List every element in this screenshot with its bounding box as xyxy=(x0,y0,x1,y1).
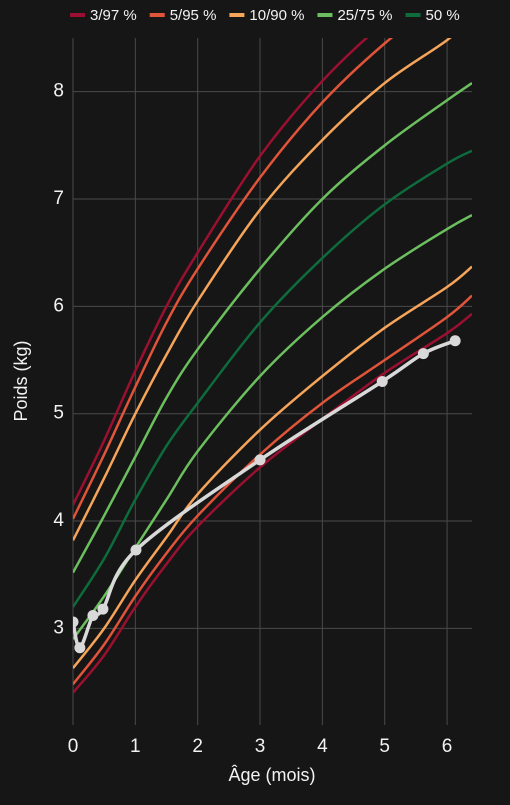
y-tick-label: 5 xyxy=(53,403,64,424)
percentile-curve xyxy=(73,82,472,574)
x-tick-label: 5 xyxy=(379,736,390,757)
legend-swatch xyxy=(317,13,333,17)
measurement-point xyxy=(87,610,99,622)
y-tick-label: 7 xyxy=(53,188,64,209)
percentile-curve xyxy=(73,312,472,694)
measurement-point xyxy=(376,376,388,387)
measurement-point xyxy=(417,348,429,360)
measurement-point xyxy=(73,616,79,628)
measurement-point xyxy=(130,544,142,556)
legend-label: 10/90 % xyxy=(249,7,304,24)
legend-swatch xyxy=(149,13,165,17)
measurement-point xyxy=(449,335,461,347)
x-tick-label: 4 xyxy=(317,736,328,757)
measurement-point xyxy=(97,603,109,615)
x-axis-label: Âge (mois) xyxy=(228,765,315,785)
y-tick-label: 6 xyxy=(53,295,64,316)
x-tick-label: 1 xyxy=(130,736,141,757)
legend-label: 3/97 % xyxy=(90,7,137,24)
measurement-point xyxy=(74,642,86,654)
plot-area xyxy=(73,38,472,694)
y-axis-label: Poids (kg) xyxy=(11,340,31,421)
legend-swatch xyxy=(405,13,421,17)
percentile-curve xyxy=(73,265,472,669)
legend-label: 50 % xyxy=(426,7,460,24)
percentile-curve xyxy=(73,149,472,608)
legend-swatch xyxy=(70,13,85,17)
y-tick-label: 3 xyxy=(53,617,64,638)
legend-label: 5/95 % xyxy=(170,7,217,24)
x-tick-label: 6 xyxy=(442,736,453,757)
measurement-line xyxy=(73,339,456,650)
y-tick-label: 8 xyxy=(53,81,64,102)
x-tick-label: 2 xyxy=(192,736,203,757)
percentile-curve xyxy=(73,38,394,520)
x-tick-label: 3 xyxy=(255,736,266,757)
percentile-curve xyxy=(73,214,472,640)
x-tick-label: 0 xyxy=(68,736,79,757)
y-tick-label: 4 xyxy=(53,510,64,531)
legend-swatch xyxy=(229,13,245,17)
percentile-curve xyxy=(73,38,452,541)
measurement-point xyxy=(254,454,266,466)
percentile-curve xyxy=(73,38,369,506)
legend-label: 25/75 % xyxy=(337,7,392,24)
